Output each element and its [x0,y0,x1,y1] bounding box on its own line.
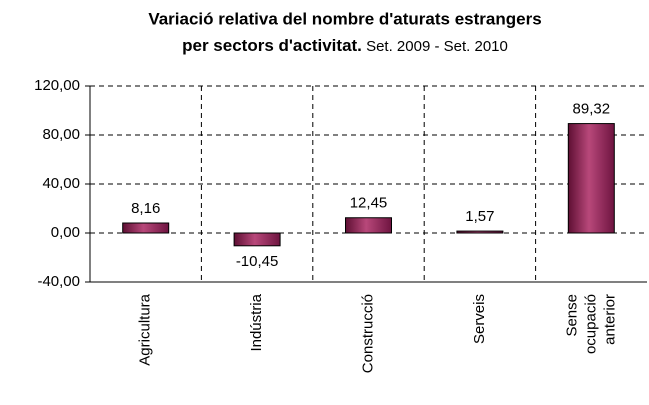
chart-title-line: per sectors d'activitat. Set. 2009 - Set… [182,36,508,55]
bar [456,230,504,234]
data-label: 1,57 [465,208,494,225]
y-tick-label: 120,00 [34,77,80,94]
chart-title: per sectors d'activitat. [182,36,362,55]
y-tick-label: 40,00 [42,175,80,192]
bar [345,217,392,234]
bar [567,123,615,234]
chart-title: Variació relativa del nombre d'aturats e… [148,9,541,28]
y-tick-label: 80,00 [42,126,80,143]
bar [122,222,170,234]
x-tick-label: Construcció [359,294,376,373]
x-tick-label: anterior [601,294,618,345]
data-label: -10,45 [236,253,279,270]
x-tick-label: ocupació [582,294,599,354]
bar [233,232,281,247]
data-label: 12,45 [350,195,388,212]
x-tick-label: Sense [563,294,580,337]
data-label: 89,32 [573,101,611,118]
data-label: 8,16 [131,200,160,217]
x-tick-label: Indústria [248,293,265,351]
x-tick-label: Agricultura [137,293,154,365]
y-tick-label: -40,00 [37,273,80,290]
x-tick-label: Serveis [471,294,488,344]
chart-subtitle: Set. 2009 - Set. 2010 [366,38,508,55]
y-tick-label: 0,00 [51,224,80,241]
